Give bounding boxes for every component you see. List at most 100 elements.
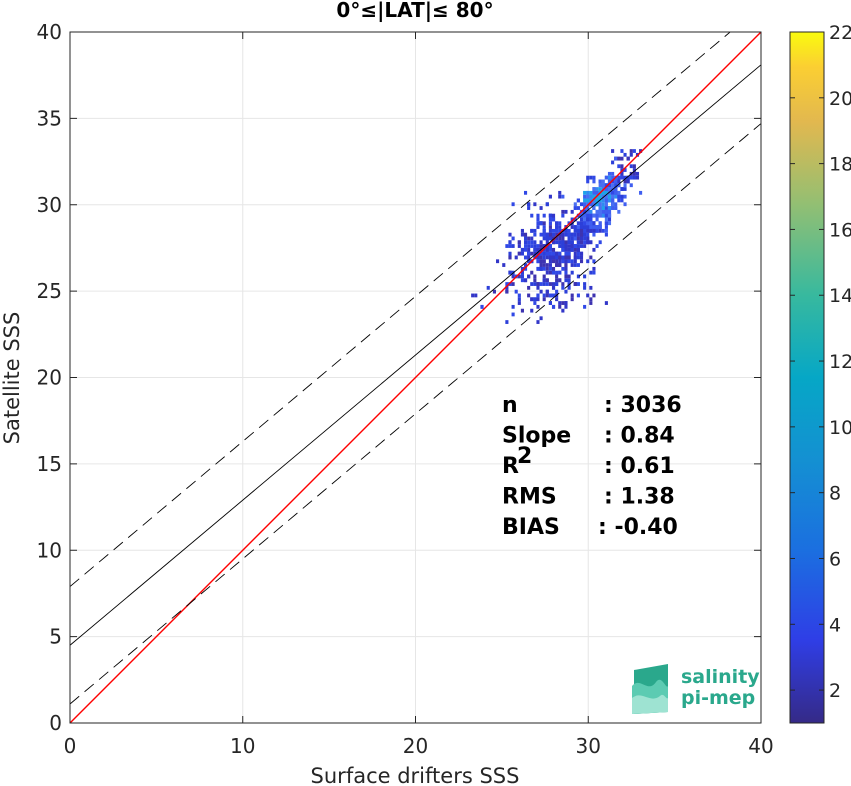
y-axis-label: Satellite SSS [0, 312, 24, 445]
density-cell [558, 263, 562, 267]
density-cell [548, 282, 552, 286]
density-cell [558, 270, 562, 275]
density-cell [576, 228, 580, 233]
density-cell [570, 270, 574, 275]
density-cell [564, 289, 568, 294]
density-cell [561, 194, 565, 199]
colorbar-tick-label: 4 [829, 614, 841, 636]
y-tick-label: 10 [37, 538, 62, 562]
y-tick-label: 35 [37, 106, 62, 130]
density-cell [555, 278, 559, 283]
density-cell [548, 228, 552, 233]
density-cell [583, 198, 587, 203]
density-cell [586, 221, 590, 226]
colorbar [790, 32, 824, 723]
density-cell [527, 247, 531, 252]
density-cell [536, 244, 540, 248]
fit-lines [70, 32, 761, 723]
y-tick-label: 0 [49, 711, 62, 735]
density-cell [505, 320, 509, 324]
density-cell [620, 164, 624, 169]
density-cell [607, 175, 612, 180]
density-cell [520, 232, 524, 237]
logo-line1: salinity [681, 666, 760, 688]
density-cell [589, 190, 593, 195]
density-cell [561, 266, 565, 271]
density-cell [548, 236, 552, 241]
density-cell [595, 202, 599, 207]
density-cell [611, 194, 615, 199]
density-cell [617, 198, 621, 203]
density-cell [632, 168, 636, 172]
density-cell [564, 259, 568, 264]
density-cell [539, 263, 543, 267]
density-cell [576, 240, 580, 245]
density-cell [561, 247, 565, 252]
density-cell [558, 225, 562, 229]
density-cell [555, 240, 559, 245]
density-cell [583, 217, 587, 222]
density-cell [508, 232, 512, 237]
density-cell [548, 259, 552, 264]
density-cell [586, 217, 590, 222]
density-cell [520, 270, 524, 275]
density-cell [530, 297, 534, 302]
density-cell [620, 171, 624, 176]
density-cell [555, 221, 559, 226]
density-cell [486, 285, 490, 290]
density-cell [561, 259, 565, 264]
density-cell [626, 175, 630, 180]
density-cell [598, 179, 602, 184]
density-cell [542, 293, 546, 298]
density-cell [545, 270, 549, 275]
density-cell [555, 270, 559, 275]
density-cell [592, 206, 596, 210]
density-cell [523, 278, 528, 283]
density-cell [551, 217, 556, 222]
density-cell [617, 194, 621, 199]
density-cell [536, 225, 540, 229]
density-cell [542, 232, 546, 237]
density-cell [555, 259, 559, 264]
density-cell [545, 293, 549, 298]
density-cell [480, 304, 484, 309]
density-cell [551, 282, 556, 286]
density-cell [583, 232, 587, 237]
density-cell [542, 225, 546, 229]
density-cell [573, 255, 577, 260]
density-cell [570, 225, 574, 229]
density-cell [623, 179, 627, 184]
density-cell [548, 301, 552, 305]
density-cell [629, 152, 633, 157]
density-cell [542, 282, 546, 286]
density-cell [564, 274, 568, 279]
density-cell [520, 251, 524, 256]
y-tick-label: 20 [37, 366, 62, 390]
density-cell [589, 202, 593, 207]
colorbar-tick-label: 2 [829, 680, 841, 702]
density-cell [539, 206, 543, 210]
density-cell [520, 266, 524, 271]
density-cell [570, 259, 574, 264]
density-cell [583, 244, 587, 248]
density-cell [508, 244, 512, 248]
identity-line [70, 32, 761, 723]
density-cell [539, 266, 543, 271]
density-cell [523, 240, 528, 245]
density-cell [527, 240, 531, 245]
density-cell [607, 183, 612, 188]
density-cell [542, 228, 546, 233]
density-cell [564, 278, 568, 283]
density-cell [551, 259, 556, 264]
density-cell [586, 175, 590, 180]
density-cell [601, 190, 605, 195]
density-cell [496, 259, 500, 264]
density-cell [548, 251, 552, 256]
density-cell [564, 263, 568, 267]
density-cell [542, 259, 546, 264]
density-cell [635, 175, 640, 180]
density-cell [586, 190, 590, 195]
density-cell [589, 198, 593, 203]
density-cell [617, 179, 621, 184]
